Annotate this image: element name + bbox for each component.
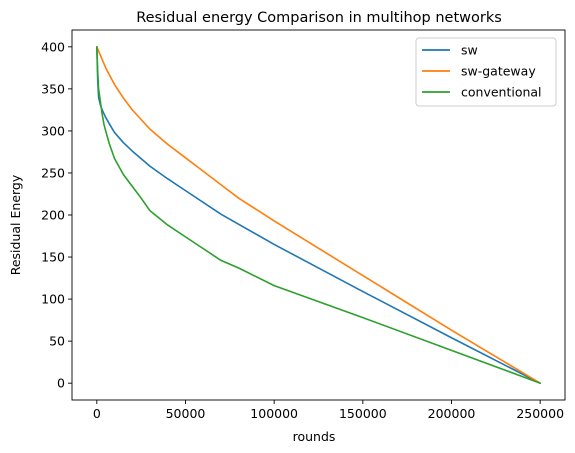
- y-tick-label: 350: [41, 81, 65, 96]
- legend-box: [415, 37, 557, 107]
- y-tick-label: 100: [41, 292, 65, 307]
- chart-title: Residual energy Comparison in multihop n…: [136, 10, 502, 26]
- legend: sw sw-gateway conventional: [415, 37, 557, 107]
- x-axis-label: rounds: [293, 429, 336, 444]
- legend-label-sw-gateway: sw-gateway: [461, 64, 536, 79]
- x-tick-label: 200000: [428, 406, 476, 421]
- x-tick-label: 150000: [339, 406, 387, 421]
- x-tick-label: 0: [93, 406, 101, 421]
- legend-label-sw: sw: [461, 43, 478, 58]
- y-tick-label: 0: [57, 376, 65, 391]
- y-tick-label: 300: [41, 123, 65, 138]
- y-tick-label: 150: [41, 250, 65, 265]
- x-tick-label: 250000: [516, 406, 564, 421]
- y-axis-label: Residual Energy: [8, 174, 23, 275]
- y-tick-label: 250: [41, 165, 65, 180]
- x-tick-label: 100000: [250, 406, 298, 421]
- plot-area: 0 50000 100000 150000 200000 250000 0 50 100 150 2…: [41, 29, 566, 421]
- y-tick-label: 200: [41, 208, 65, 223]
- y-tick-label: 50: [49, 334, 65, 349]
- series-line-sw-gateway: [96, 46, 541, 384]
- x-tick-label: 50000: [166, 406, 206, 421]
- series-line-conventional: [96, 46, 541, 384]
- y-tick-label: 400: [41, 39, 65, 54]
- legend-label-conventional: conventional: [461, 85, 542, 100]
